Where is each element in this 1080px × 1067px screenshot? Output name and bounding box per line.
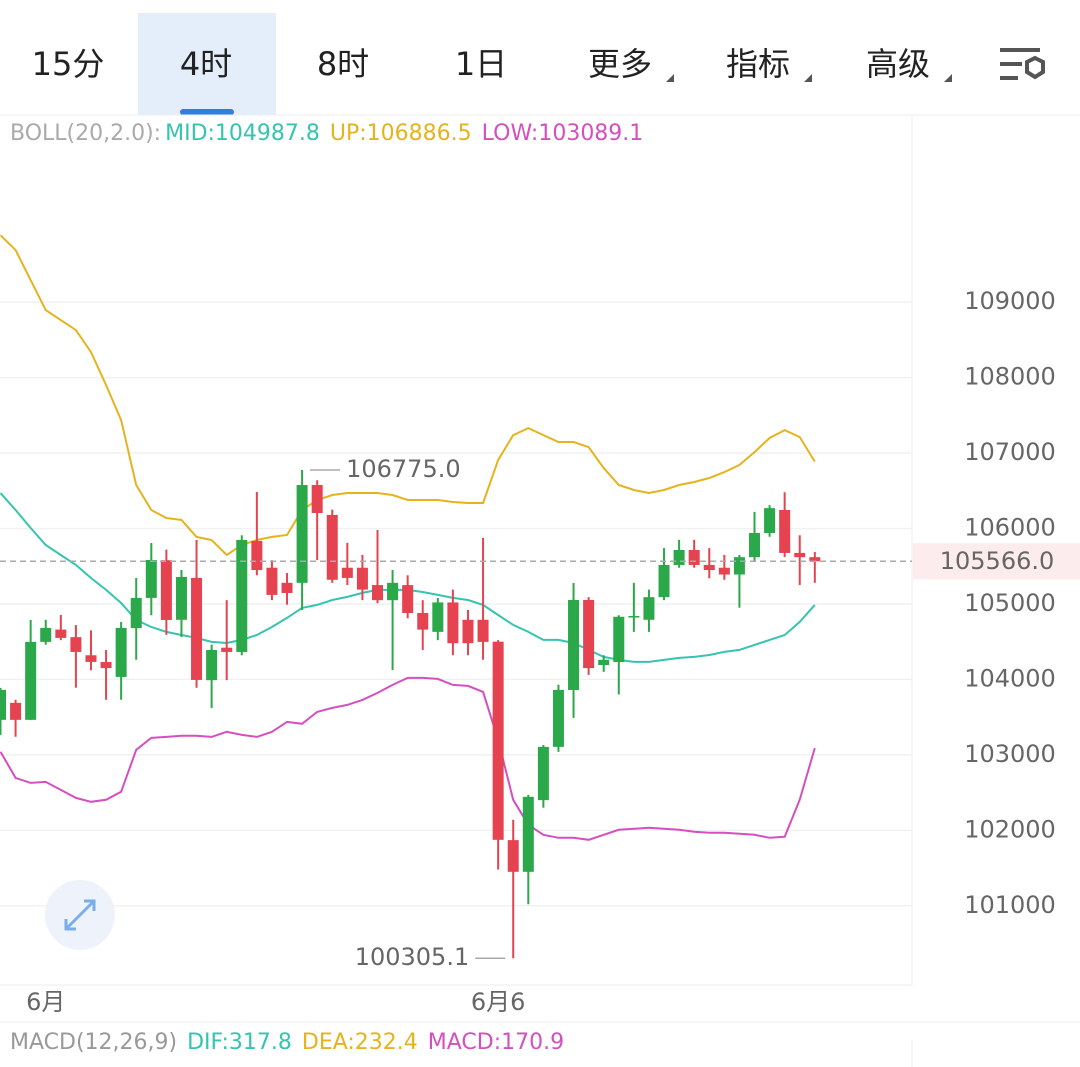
candle-body: [568, 599, 580, 690]
tab[interactable]: 1日: [455, 45, 507, 83]
candle-body: [537, 746, 549, 801]
candle-body: [462, 619, 474, 644]
candle-body: [552, 689, 564, 747]
candle-body: [492, 641, 504, 840]
candle-body: [402, 585, 414, 614]
boll-line: [0, 676, 816, 841]
y-tick-label: 105000: [964, 589, 1056, 617]
candle-body: [130, 597, 142, 629]
tab[interactable]: 15分: [32, 45, 105, 83]
y-tick-label: 102000: [964, 815, 1056, 843]
candle-body: [236, 539, 248, 652]
candle-body: [55, 629, 67, 638]
candle-body: [387, 582, 399, 601]
candle-body: [507, 840, 519, 872]
candle-body: [115, 627, 127, 677]
y-tick-label: 103000: [964, 740, 1056, 768]
candle-body: [673, 550, 685, 565]
dropdown-arrow: [666, 74, 674, 82]
y-tick-label: 106000: [964, 513, 1056, 541]
tab[interactable]: 更多: [588, 45, 652, 83]
dropdown-arrow: [944, 74, 952, 82]
candle-body: [341, 567, 353, 578]
indicator-label: BOLL(20,2.0):: [10, 121, 161, 146]
macd-label: MACD(12,26,9): [10, 1030, 177, 1055]
settings-icon[interactable]: [1000, 48, 1045, 80]
candle-body: [643, 597, 655, 620]
price-label-bg: [913, 543, 1080, 580]
candle-body: [70, 637, 82, 652]
active-tab-bar: [180, 109, 234, 115]
candle-body: [251, 540, 263, 570]
y-tick-label: 108000: [964, 363, 1056, 391]
candle-body: [85, 655, 97, 662]
candle-body: [703, 564, 715, 570]
candle-body: [522, 796, 534, 872]
candle-body: [809, 557, 821, 562]
expand-button[interactable]: [45, 880, 115, 950]
legend-entry: MID:104987.8: [165, 121, 320, 146]
candle-body: [779, 510, 791, 553]
candle-body: [311, 485, 323, 514]
legend-entry: MACD:170.9: [428, 1030, 564, 1055]
candle-body: [764, 508, 776, 534]
legend-entry: LOW:103089.1: [482, 121, 644, 146]
dropdown-arrow: [804, 74, 812, 82]
tab[interactable]: 4时: [180, 45, 232, 83]
candle-body: [296, 485, 308, 583]
candle-body: [794, 552, 806, 558]
candle-body: [688, 550, 700, 565]
candle-body: [447, 602, 459, 644]
tab[interactable]: 8时: [317, 45, 369, 83]
candle-body: [10, 702, 22, 720]
candle-body: [191, 577, 203, 680]
candle-body: [160, 560, 172, 620]
candle-body: [40, 627, 52, 642]
candle-body: [417, 613, 429, 630]
candle-body: [733, 557, 745, 575]
annotation: 100305.1: [355, 943, 470, 971]
legend-entry: UP:106886.5: [330, 121, 472, 146]
x-tick-label: 6月6: [471, 988, 526, 1016]
candle-body: [281, 582, 293, 594]
y-tick-label: 109000: [964, 287, 1056, 315]
annotation: 106775.0: [346, 455, 461, 483]
legend-entry: DEA:232.4: [302, 1030, 418, 1055]
candle-body: [477, 619, 489, 642]
y-tick-label: 101000: [964, 891, 1056, 919]
candle-body: [221, 647, 233, 652]
candle-body: [326, 514, 338, 580]
y-tick-label: 104000: [964, 664, 1056, 692]
candle-body: [266, 567, 278, 595]
x-tick-label: 6月: [26, 988, 65, 1016]
candle-body: [613, 616, 625, 663]
boll-line: [0, 234, 816, 557]
candle-body: [749, 533, 760, 558]
tab[interactable]: 高级: [866, 45, 930, 83]
candle-body: [100, 662, 112, 669]
active-tab-bg: [138, 13, 276, 115]
candle-body: [25, 641, 37, 720]
candle-body: [0, 689, 6, 720]
y-tick-label: 107000: [964, 438, 1056, 466]
candle-body: [206, 649, 218, 681]
candle-body: [432, 602, 444, 632]
candle-body: [628, 616, 640, 618]
candle-body: [658, 564, 670, 598]
candle-body: [145, 559, 157, 598]
tab[interactable]: 指标: [726, 45, 790, 83]
candle-body: [583, 599, 595, 669]
candle-body: [598, 659, 610, 666]
candle-body: [175, 576, 187, 620]
candle-body: [356, 567, 368, 590]
candle-body: [372, 585, 383, 601]
price-label: 105566.0: [940, 547, 1055, 575]
legend-entry: DIF:317.8: [187, 1030, 292, 1055]
candle-body: [718, 567, 730, 575]
